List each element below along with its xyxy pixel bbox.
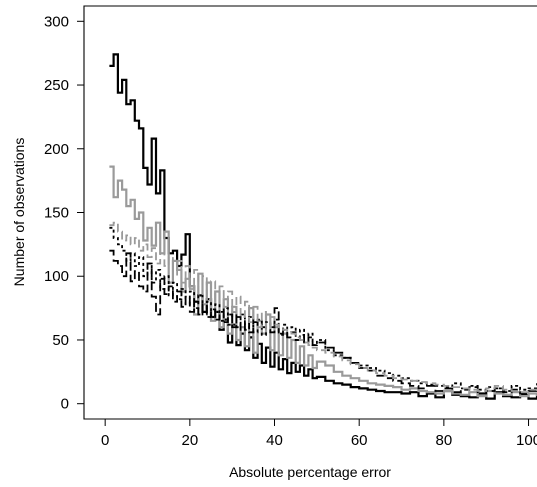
x-tick-label: 40: [266, 432, 283, 449]
series-line-5: [109, 221, 537, 394]
y-tick-label: 250: [44, 77, 69, 94]
x-tick-label: 60: [351, 432, 368, 449]
y-tick-label: 50: [52, 332, 69, 349]
y-axis-label: Number of observations: [11, 138, 27, 287]
y-tick-label: 0: [61, 396, 69, 413]
series-line-2: [109, 165, 537, 398]
x-tick-label: 20: [181, 432, 198, 449]
y-tick-label: 150: [44, 205, 69, 222]
x-tick-label: 0: [101, 432, 109, 449]
x-axis-ticks: 0 20 40 60 80 100: [101, 419, 537, 449]
x-tick-label: 100: [516, 432, 537, 449]
series-line-1: [109, 53, 537, 400]
y-tick-label: 100: [44, 268, 69, 285]
series-layer: [109, 53, 537, 400]
series-line-4: [109, 249, 537, 395]
plot-frame: [83, 5, 537, 420]
x-axis-label: Absolute percentage error: [229, 464, 391, 480]
x-tick-label: 80: [436, 432, 453, 449]
y-tick-label: 200: [44, 141, 69, 158]
y-tick-label: 300: [44, 13, 69, 30]
y-axis-ticks: 0 50 100 150 200 250 300: [44, 13, 84, 413]
axes-layer: [83, 5, 537, 420]
